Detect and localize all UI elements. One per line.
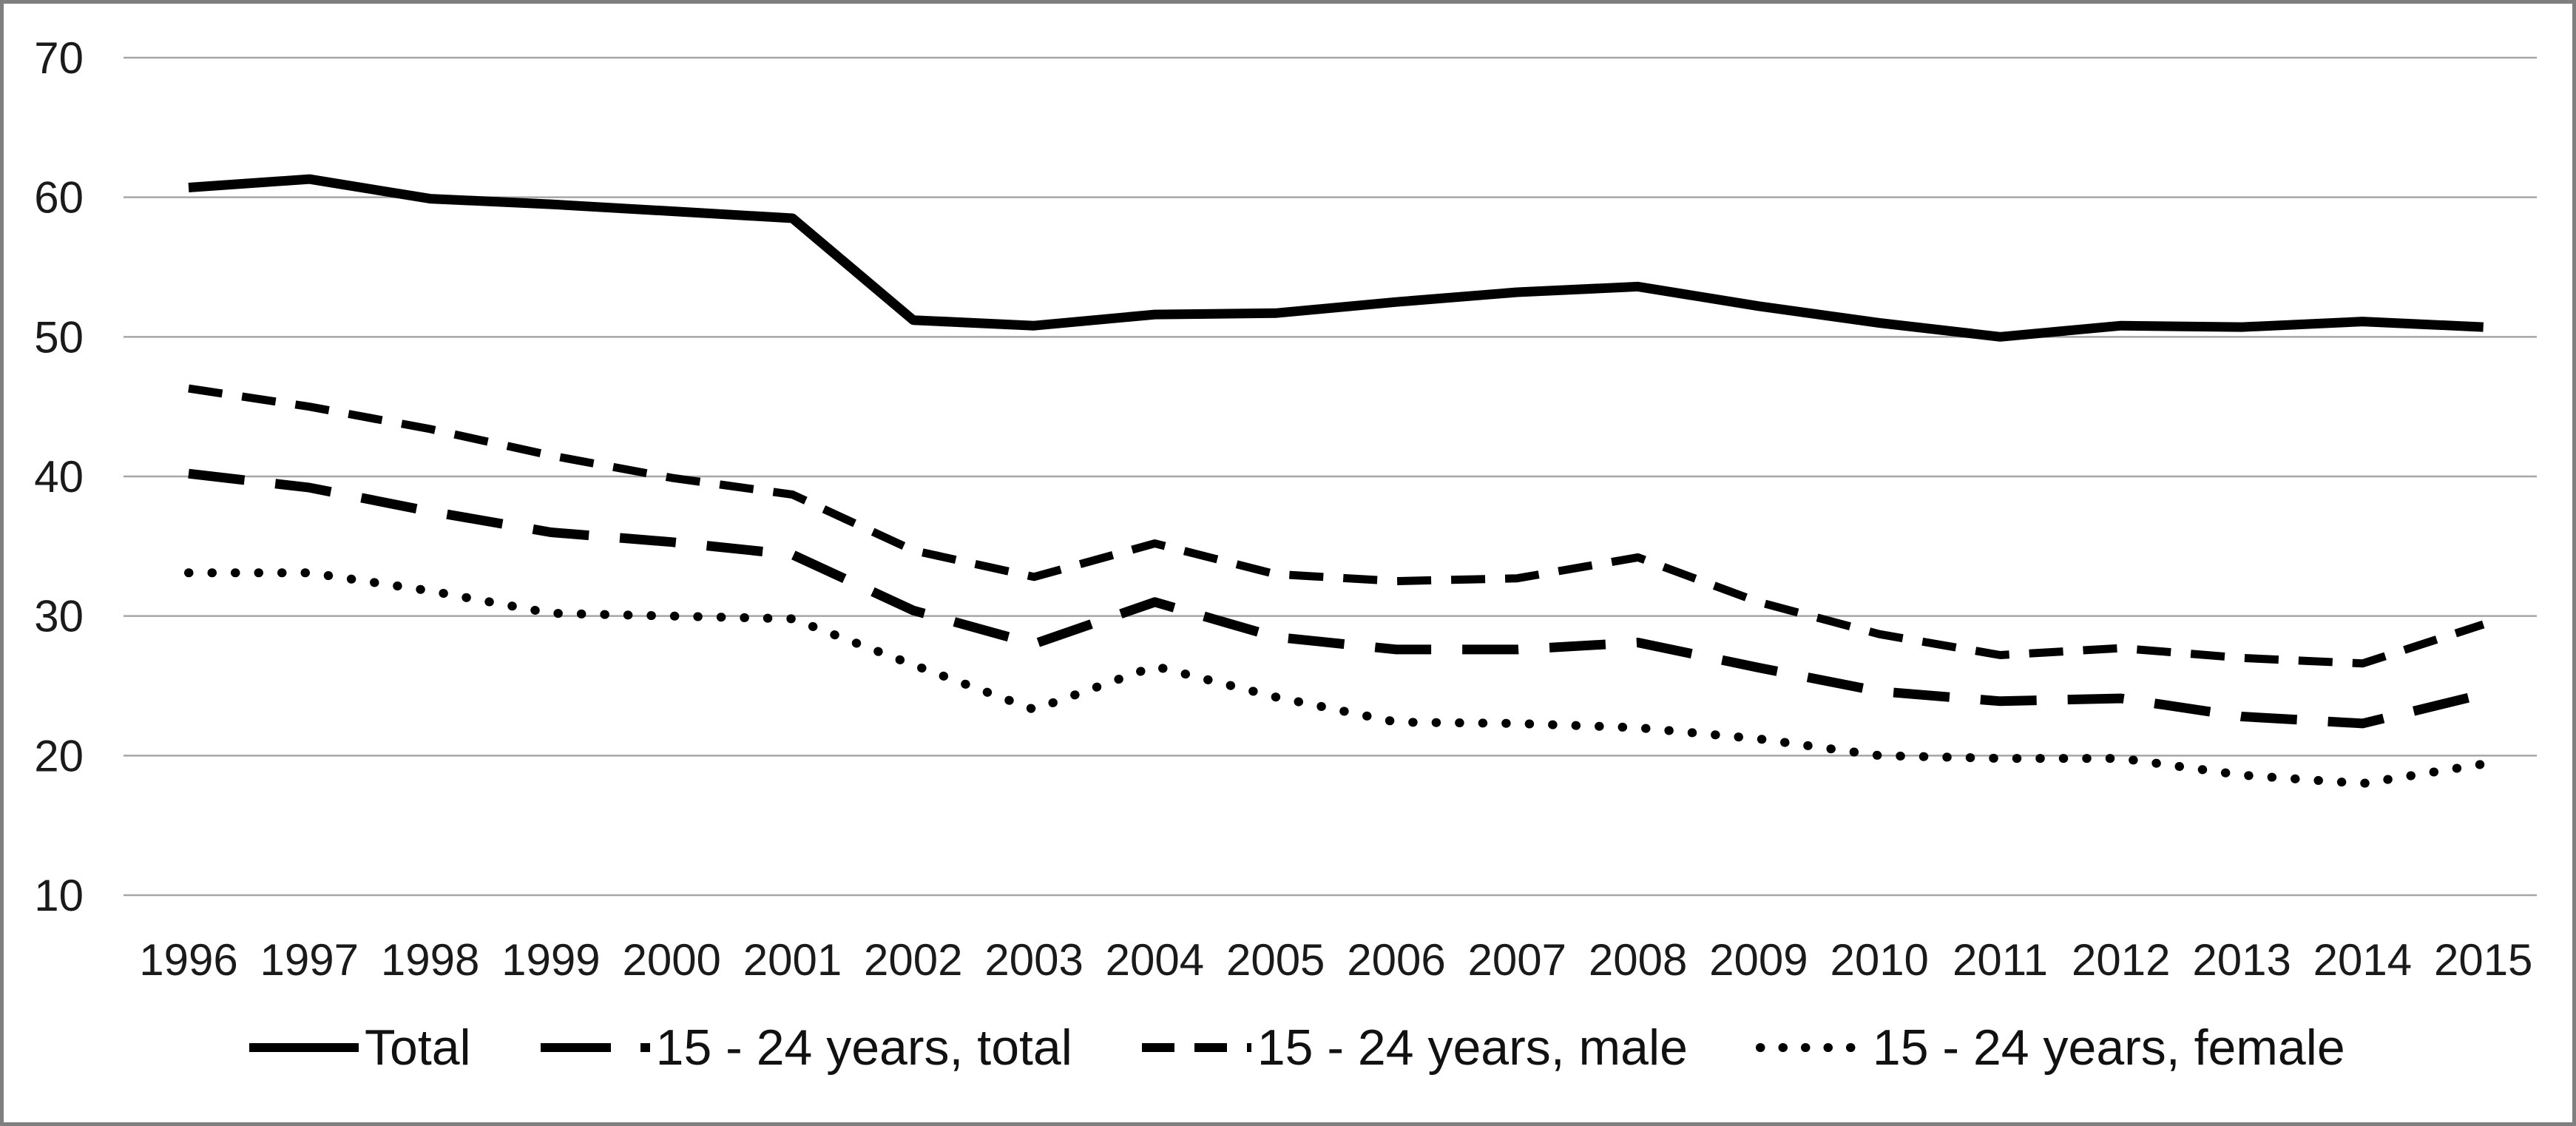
x-tick-label: 2011 [1953,935,2048,985]
x-tick-label: 2002 [864,935,962,985]
legend-item-15-24-male: 15 - 24 years, male [1140,1019,1688,1076]
y-tick-label: 50 [34,312,84,362]
x-tick-label: 2003 [984,935,1083,985]
x-tick-label: 2000 [622,935,720,985]
x-tick-label: 2005 [1226,935,1325,985]
legend-item-15-24-total: 15 - 24 years, total [539,1019,1072,1076]
y-tick-label: 70 [34,33,84,83]
chart-legend: Total 15 - 24 years, total 15 - 24 years… [248,1019,2345,1076]
series-line-short-dash [188,384,2485,668]
x-tick-label: 2004 [1106,935,1204,985]
y-tick-label: 30 [34,592,84,641]
x-tick-label: 2006 [1347,935,1445,985]
x-tick-label: 2014 [2313,935,2412,985]
y-tick-label: 20 [34,731,84,781]
x-tick-label: 2008 [1589,935,1687,985]
legend-label-15-24-female: 15 - 24 years, female [1872,1019,2345,1076]
solid-line-icon [249,1043,359,1052]
x-tick-label: 1999 [501,935,600,985]
legend-label-15-24-total: 15 - 24 years, total [655,1019,1072,1076]
long-dash-line-icon [540,1043,650,1052]
x-tick-label: 1996 [139,935,237,985]
legend-item-15-24-female: 15 - 24 years, female [1755,1019,2345,1076]
legend-item-total: Total [248,1019,471,1076]
y-tick-label: 60 [34,173,84,223]
x-tick-label: 1998 [381,935,479,985]
short-dash-line-icon [1141,1043,1251,1052]
series-line-solid [188,174,2484,342]
x-tick-label: 1997 [260,935,359,985]
series-line-dotted [184,568,2488,789]
y-tick-label: 10 [34,871,84,920]
x-tick-label: 2013 [2192,935,2291,985]
x-tick-label: 2001 [743,935,842,985]
x-tick-label: 2010 [1830,935,1928,985]
y-tick-label: 40 [34,452,84,502]
legend-label-15-24-male: 15 - 24 years, male [1257,1019,1688,1076]
x-tick-label: 2015 [2434,935,2532,985]
dotted-line-icon [1755,1043,1868,1052]
legend-label-total: Total [365,1019,471,1076]
x-tick-label: 2009 [1709,935,1808,985]
x-tick-label: 2007 [1468,935,1566,985]
x-tick-label: 2012 [2072,935,2170,985]
series-line-long-dash [188,468,2485,729]
line-chart: 10 20 30 40 50 60 70 1996 1997 1998 1999 2000 2001 20… [34,33,2537,985]
